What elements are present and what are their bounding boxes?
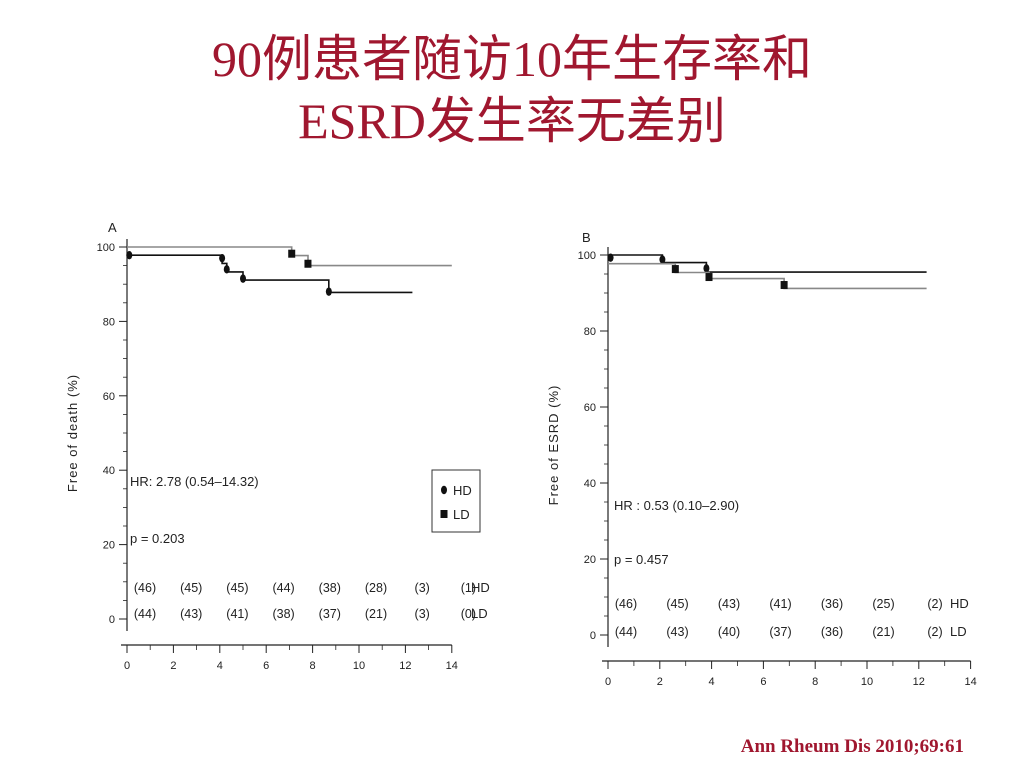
censor-mark-hd: [703, 264, 710, 273]
y-tick-label: 20: [584, 554, 596, 566]
at-risk-hd-label: HD: [950, 596, 969, 611]
at-risk-ld-value: (21): [365, 607, 387, 621]
at-risk-ld-value: (37): [319, 607, 341, 621]
at-risk-ld-label: LD: [471, 606, 488, 621]
legend-hd-label: HD: [453, 483, 472, 498]
at-risk-ld-value: (2): [927, 625, 942, 639]
x-tick-label: 8: [310, 660, 316, 672]
censor-mark-hd: [659, 255, 666, 264]
at-risk-ld-value: (40): [718, 625, 740, 639]
at-risk-ld-value: (36): [821, 625, 843, 639]
censor-mark-ld: [288, 249, 296, 258]
at-risk-hd-label: HD: [471, 580, 490, 595]
x-tick-label: 10: [861, 676, 873, 688]
x-tick-label: 6: [760, 676, 766, 688]
y-tick-label: 60: [103, 391, 115, 403]
citation: Ann Rheum Dis 2010;69:61: [740, 736, 964, 757]
at-risk-hd-value: (3): [415, 581, 430, 595]
at-risk-hd-value: (1): [461, 581, 476, 595]
censor-mark-hd: [126, 250, 133, 260]
at-risk-hd-value: (2): [927, 597, 942, 611]
at-risk-ld-value: (3): [415, 607, 430, 621]
at-risk-ld-value: (21): [872, 625, 894, 639]
legend-box: [431, 469, 481, 533]
x-tick-label: 4: [709, 676, 715, 688]
panel-label: A: [108, 220, 117, 235]
series-line-hd: [608, 254, 927, 273]
x-tick-label: 14: [446, 660, 458, 672]
legend-ld-label: LD: [453, 507, 470, 522]
x-tick-label: 14: [964, 676, 976, 688]
y-tick-label: 80: [103, 316, 115, 328]
hazard-ratio-text: HR: 2.78 (0.54–14.32): [130, 474, 259, 489]
at-risk-ld-value: (0): [461, 607, 476, 621]
censor-mark-hd: [219, 253, 226, 263]
x-tick-label: 6: [263, 660, 269, 672]
y-tick-label: 60: [584, 402, 596, 414]
x-tick-label: 2: [170, 660, 176, 672]
censor-mark-hd: [607, 253, 614, 262]
at-risk-hd-value: (45): [180, 581, 202, 595]
censor-mark-hd: [325, 287, 332, 296]
legend-ld-marker: [440, 510, 448, 518]
y-tick-label: 100: [578, 250, 596, 262]
censor-mark-hd: [223, 265, 230, 274]
x-tick-label: 0: [124, 660, 130, 672]
x-tick-label: 0: [605, 676, 611, 688]
at-risk-hd-value: (46): [615, 597, 637, 611]
at-risk-hd-value: (25): [872, 597, 894, 611]
slide-title-line1: 90例患者随访10年生存率和: [212, 31, 812, 87]
censor-mark-ld: [705, 273, 713, 282]
y-axis-label: Free of ESRD (%): [546, 385, 561, 506]
at-risk-ld-value: (41): [226, 607, 248, 621]
y-tick-label: 0: [590, 630, 596, 642]
y-tick-label: 100: [97, 242, 115, 254]
y-tick-label: 80: [584, 326, 596, 338]
at-risk-ld-value: (44): [615, 625, 637, 639]
x-tick-label: 12: [399, 660, 411, 672]
hazard-ratio-text: HR : 0.53 (0.10–2.90): [614, 498, 739, 513]
x-tick-label: 8: [812, 676, 818, 688]
at-risk-hd-value: (43): [718, 597, 740, 611]
p-value-text: p = 0.203: [130, 531, 185, 546]
at-risk-ld-value: (38): [272, 607, 294, 621]
censor-mark-ld: [780, 281, 788, 290]
at-risk-ld-value: (43): [666, 625, 688, 639]
at-risk-hd-value: (45): [226, 581, 248, 595]
at-risk-hd-value: (44): [272, 581, 294, 595]
y-axis-label: Free of death (%): [65, 374, 80, 492]
at-risk-hd-value: (38): [319, 581, 341, 595]
censor-mark-hd: [240, 274, 246, 283]
y-tick-label: 0: [109, 614, 115, 626]
at-risk-hd-value: (41): [769, 597, 791, 611]
at-risk-hd-value: (45): [666, 597, 688, 611]
at-risk-hd-value: (28): [365, 581, 387, 595]
x-tick-label: 2: [657, 676, 663, 688]
x-tick-label: 12: [913, 676, 925, 688]
at-risk-hd-value: (46): [134, 581, 156, 595]
x-tick-label: 10: [353, 660, 365, 672]
at-risk-hd-value: (36): [821, 597, 843, 611]
at-risk-ld-value: (37): [769, 625, 791, 639]
slide-title-line2: ESRD发生率无差别: [298, 93, 726, 149]
kaplan-meier-chart-b: 0 20 40 60 80 100 0 2 4 6 8 10 12 14 Free of ESRD (%) B…: [546, 230, 977, 688]
p-value-text: p = 0.457: [614, 552, 669, 567]
legend-hd-marker: [441, 485, 447, 495]
y-tick-label: 20: [103, 540, 115, 552]
series-line-ld: [608, 262, 927, 290]
x-tick-label: 4: [217, 660, 223, 672]
y-tick-label: 40: [584, 478, 596, 490]
series-line-ld: [127, 246, 452, 267]
slide-title: 90例患者随访10年生存率和 ESRD发生率无差别: [0, 28, 1024, 152]
at-risk-ld-value: (44): [134, 607, 156, 621]
censor-mark-ld: [304, 259, 312, 268]
y-tick-label: 40: [103, 465, 115, 477]
at-risk-ld-label: LD: [950, 624, 967, 639]
censor-mark-ld: [671, 265, 679, 274]
kaplan-meier-chart-a: 0 20 40 60 80 100 0 2 4 6 8 10 12 14 Free of death (%)…: [65, 220, 490, 672]
series-line-hd: [127, 254, 413, 294]
at-risk-ld-value: (43): [180, 607, 202, 621]
panel-label: B: [582, 230, 591, 245]
